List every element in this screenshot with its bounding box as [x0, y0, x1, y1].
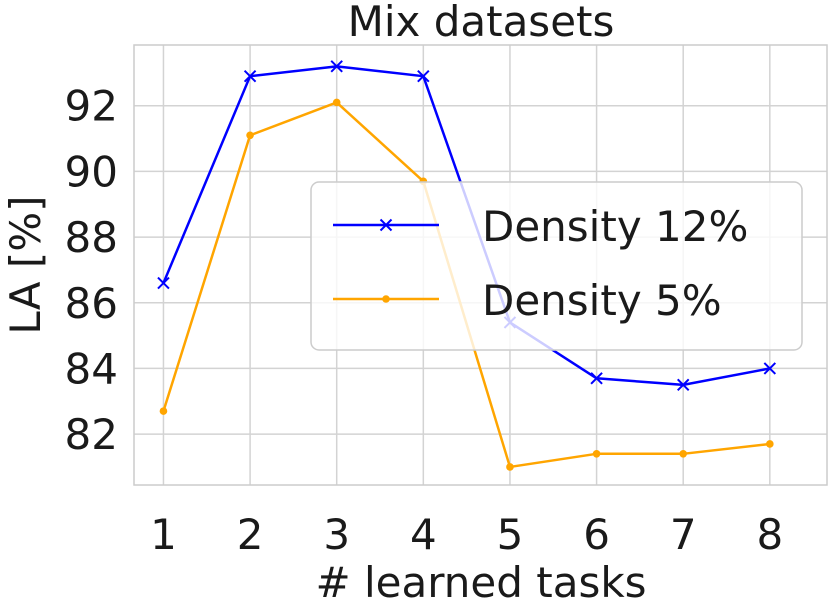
- legend-item: Density 12%: [333, 202, 748, 251]
- x-marker: [157, 276, 170, 290]
- y-tick-label: 82: [65, 410, 118, 459]
- x-tick-label: 8: [756, 510, 783, 559]
- x-tick-label: 3: [323, 510, 350, 559]
- x-tick-label: 1: [150, 510, 177, 559]
- x-marker: [763, 362, 777, 375]
- legend-item: Density 5%: [333, 276, 722, 325]
- x-marker: [243, 69, 257, 83]
- dot-marker: [592, 450, 601, 458]
- x-marker-stroke: [763, 362, 777, 375]
- x-marker-stroke: [676, 378, 690, 392]
- x-marker: [330, 60, 343, 73]
- x-marker: [379, 218, 393, 232]
- dot-marker: [246, 131, 254, 140]
- y-axis-label: LA [%]: [1, 195, 50, 334]
- x-marker: [590, 372, 603, 385]
- y-tick-label: 86: [65, 279, 118, 328]
- x-tick-label: 5: [497, 510, 524, 559]
- x-marker-stroke: [157, 276, 170, 290]
- x-marker-stroke: [330, 60, 343, 73]
- x-marker-stroke: [590, 372, 603, 385]
- x-axis-label: # learned tasks: [315, 558, 646, 607]
- x-marker-stroke: [417, 69, 430, 83]
- x-tick-label: 6: [583, 510, 610, 559]
- legend: Density 12% Density 5%: [310, 181, 803, 351]
- y-tick-label: 90: [65, 147, 118, 196]
- x-marker: [676, 378, 690, 392]
- dot-marker: [332, 98, 341, 107]
- dot-marker: [382, 295, 390, 303]
- plot-frame: [133, 44, 828, 486]
- chart-title: Mix datasets: [348, 0, 615, 46]
- x-marker-stroke: [243, 69, 257, 83]
- dot-marker: [506, 463, 514, 471]
- legend-label: Density 12%: [482, 202, 748, 251]
- tick-labels: 1 2 3 4 5 6 7 8 82 84 86 88 90 92: [65, 82, 784, 559]
- x-marker: [417, 69, 430, 83]
- x-marker-stroke: [379, 218, 393, 232]
- y-tick-label: 88: [65, 213, 118, 262]
- x-tick-label: 2: [237, 510, 264, 559]
- x-tick-label: 7: [670, 510, 697, 559]
- dot-marker: [159, 407, 168, 415]
- dot-marker: [679, 450, 688, 458]
- dot-marker: [766, 440, 774, 448]
- y-tick-label: 92: [65, 82, 118, 131]
- y-tick-label: 84: [65, 344, 118, 393]
- legend-label: Density 5%: [482, 276, 722, 325]
- x-tick-label: 4: [410, 510, 437, 559]
